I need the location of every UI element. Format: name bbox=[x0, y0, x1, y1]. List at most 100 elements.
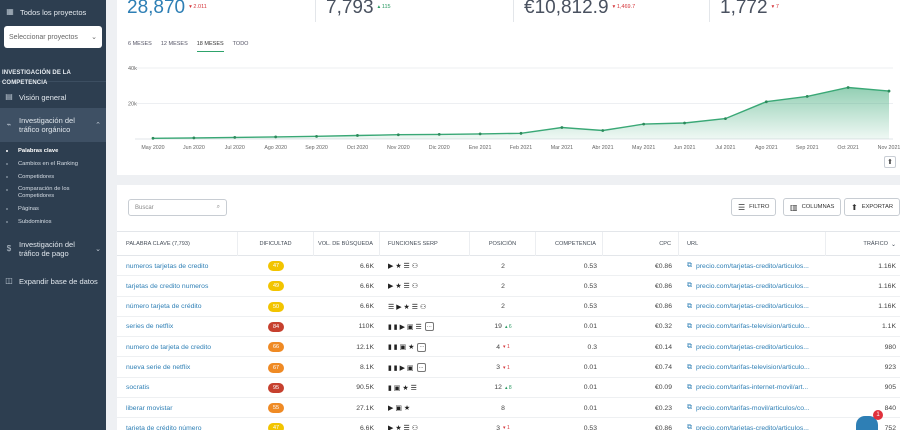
sidebar-item-paid[interactable]: $ Investigación del tráfico de pago ⌄ bbox=[0, 234, 106, 264]
sidebar-sub-competitor-comparison[interactable]: Comparación de los Competidores bbox=[0, 183, 106, 202]
url-link[interactable]: ⧉ precio.com/tarifas-television/articulo… bbox=[687, 317, 826, 337]
keyword-link[interactable]: liberar movistar bbox=[126, 404, 173, 412]
table-row: tarjeta de crédito número 47 6.6K ▶ ★ ☰ … bbox=[117, 418, 900, 430]
col-traffic[interactable]: TRÁFICO ⌄ bbox=[826, 232, 900, 256]
table-row: liberar movistar 55 27.1K ▶ ▣ ★ 8 0.01 €… bbox=[117, 398, 900, 419]
keyword-link[interactable]: tarjetas de credito numeros bbox=[126, 282, 209, 290]
url-link[interactable]: ⧉ precio.com/tarjetas-credito/articulos.… bbox=[687, 276, 826, 296]
col-volume[interactable]: VOL. DE BÚSQUEDA bbox=[314, 232, 380, 256]
data-point[interactable] bbox=[151, 136, 155, 140]
data-point[interactable] bbox=[233, 136, 237, 139]
sidebar: ▦ Todos los proyectos Seleccionar proyec… bbox=[0, 0, 106, 430]
data-point[interactable] bbox=[274, 135, 278, 139]
data-point[interactable] bbox=[887, 89, 891, 93]
difficulty-cell: 67 bbox=[238, 358, 314, 378]
serp-feature-icons: ▮ ▮ ▶ ▣ bbox=[388, 364, 414, 372]
url-link[interactable]: ⧉ precio.com/tarifas-movil/articulos/co.… bbox=[687, 398, 826, 418]
traffic-cell: 752 bbox=[884, 424, 896, 430]
data-point[interactable] bbox=[846, 86, 850, 89]
position-cell: 2 bbox=[470, 276, 536, 296]
data-point[interactable] bbox=[724, 117, 727, 120]
col-difficulty[interactable]: DIFICULTAD bbox=[238, 232, 314, 256]
traffic-area bbox=[153, 87, 889, 139]
serp-feature-icons: ▮ ▮ ▣ ★ bbox=[388, 344, 415, 352]
sidebar-item-expand-db[interactable]: ◫ Expandir base de datos bbox=[0, 266, 106, 296]
filter-button[interactable]: ☰ FILTRO bbox=[731, 198, 777, 216]
difficulty-cell: 47 bbox=[238, 256, 314, 276]
url-link[interactable]: ⧉ precio.com/tarjetas-credito/articulos.… bbox=[687, 418, 826, 430]
col-cpc[interactable]: CPC bbox=[603, 232, 679, 256]
col-keyword[interactable]: PALABRA CLAVE (7,793) bbox=[117, 232, 238, 256]
more-icon[interactable]: ··· bbox=[416, 363, 426, 372]
url-text: precio.com/tarifas-television/articulo..… bbox=[696, 323, 810, 331]
all-projects-link[interactable]: ▦ Todos los proyectos bbox=[0, 0, 106, 24]
keyword-link[interactable]: tarjeta de crédito número bbox=[126, 424, 202, 430]
data-point[interactable] bbox=[437, 132, 441, 136]
col-serp[interactable]: FUNCIONES SERP bbox=[380, 232, 470, 256]
url-link[interactable]: ⧉ precio.com/tarjetas-credito/articulos.… bbox=[687, 337, 826, 357]
tab-all[interactable]: TODO bbox=[232, 41, 249, 47]
url-link[interactable]: ⧉ precio.com/tarifas-television/articulo… bbox=[687, 358, 826, 378]
project-select[interactable]: Seleccionar proyectos ⌄ bbox=[4, 26, 102, 48]
keyword-link[interactable]: socratis bbox=[126, 384, 150, 392]
x-tick-label: Feb 2021 bbox=[510, 145, 532, 151]
url-link[interactable]: ⧉ precio.com/tarjetas-credito/articulos.… bbox=[687, 297, 826, 317]
more-icon[interactable]: ··· bbox=[424, 322, 434, 332]
data-point[interactable] bbox=[560, 126, 564, 129]
sidebar-item-organic[interactable]: ⌁ Investigación del tráfico orgánico ⌃ bbox=[0, 108, 106, 142]
table-row: series de netflix 84 110K ▮ ▮ ▶ ▣ ☰ ··· … bbox=[117, 317, 900, 338]
url-link[interactable]: ⧉ precio.com/tarifas-internet-movil/art.… bbox=[687, 378, 826, 398]
serp-feature-icons: ▶ ★ ☰ ⚇ bbox=[388, 425, 419, 430]
organic-traffic-icon: ⌁ bbox=[6, 120, 12, 129]
data-point[interactable] bbox=[356, 134, 359, 137]
data-point[interactable] bbox=[601, 129, 605, 132]
data-point[interactable] bbox=[519, 131, 523, 135]
sidebar-item-overview[interactable]: ▤ Visión general bbox=[0, 86, 106, 108]
volume-cell: 12.1K bbox=[356, 343, 374, 351]
data-point[interactable] bbox=[396, 133, 400, 137]
difficulty-badge: 47 bbox=[268, 423, 284, 430]
difficulty-cell: 50 bbox=[238, 297, 314, 317]
keyword-link[interactable]: nueva serie de netflix bbox=[126, 364, 191, 371]
col-url[interactable]: URL bbox=[679, 232, 826, 256]
data-point[interactable] bbox=[764, 100, 768, 104]
all-projects-label: Todos los proyectos bbox=[20, 7, 87, 17]
keyword-link[interactable]: número tarjeta de crédito bbox=[126, 303, 202, 311]
chat-button[interactable]: 1 bbox=[856, 410, 883, 430]
external-link-icon: ⧉ bbox=[687, 404, 692, 412]
sidebar-sub-ranking-changes[interactable]: Cambios en el Ranking bbox=[0, 157, 106, 170]
serp-features-cell: ▶ ★ ☰ ⚇ bbox=[388, 418, 468, 430]
export-button[interactable]: ⬆ EXPORTAR bbox=[844, 198, 900, 216]
sidebar-sub-competitors[interactable]: Competidores bbox=[0, 170, 106, 183]
data-point[interactable] bbox=[683, 121, 686, 125]
data-point[interactable] bbox=[192, 136, 196, 140]
expand-chart-button[interactable]: ⬆ bbox=[884, 156, 896, 168]
col-position[interactable]: POSICIÓN bbox=[470, 232, 536, 256]
traffic-cell: 923 bbox=[884, 364, 896, 371]
position-value: 2 bbox=[501, 303, 505, 311]
tab-12-months[interactable]: 12 MESES bbox=[160, 41, 188, 47]
data-point[interactable] bbox=[478, 132, 482, 136]
position-value: 2 bbox=[501, 282, 505, 290]
keyword-link[interactable]: numeros tarjetas de credito bbox=[126, 262, 209, 270]
col-competition[interactable]: COMPETENCIA bbox=[536, 232, 603, 256]
tab-6-months[interactable]: 6 MESES bbox=[128, 41, 152, 47]
data-point[interactable] bbox=[642, 122, 646, 126]
difficulty-badge: 47 bbox=[268, 261, 284, 271]
cpc-cell: €0.74 bbox=[654, 364, 672, 371]
data-point[interactable] bbox=[315, 134, 318, 138]
cpc-cell: €0.32 bbox=[654, 323, 672, 331]
data-point[interactable] bbox=[805, 95, 809, 98]
url-link[interactable]: ⧉ precio.com/tarjetas-credito/articulos.… bbox=[687, 256, 826, 276]
sidebar-sub-pages[interactable]: Páginas bbox=[0, 202, 106, 215]
x-tick-label: Jun 2020 bbox=[183, 145, 205, 151]
search-input[interactable]: Buscar ⌕ bbox=[128, 199, 227, 216]
keyword-link[interactable]: numero de tarjeta de credito bbox=[126, 343, 212, 351]
difficulty-cell: 84 bbox=[238, 317, 314, 337]
sidebar-sub-subdomains[interactable]: Subdominios bbox=[0, 215, 106, 228]
sidebar-sub-keywords[interactable]: Palabras clave bbox=[0, 144, 106, 157]
keyword-link[interactable]: series de netflix bbox=[126, 323, 174, 331]
columns-button[interactable]: ▥ COLUMNAS bbox=[783, 198, 842, 216]
more-icon[interactable]: ··· bbox=[417, 342, 427, 352]
tab-18-months[interactable]: 18 MESES bbox=[196, 41, 224, 52]
